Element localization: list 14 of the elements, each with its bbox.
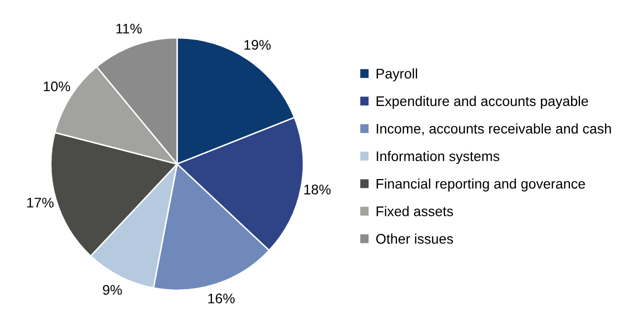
data-label: 19% bbox=[244, 40, 271, 50]
legend-label: Expenditure and accounts payable bbox=[376, 96, 588, 109]
legend-label: Payroll bbox=[376, 68, 418, 82]
legend-label: Information systems bbox=[376, 150, 500, 164]
data-label: 11% bbox=[116, 24, 142, 34]
legend-label: Fixed assets bbox=[376, 206, 453, 216]
data-label: 9% bbox=[102, 284, 122, 295]
legend-label: Income, accounts receivable and cash bbox=[376, 123, 611, 136]
data-label: 18% bbox=[304, 184, 331, 194]
data-label: 17% bbox=[27, 198, 54, 208]
data-label: 10% bbox=[44, 81, 70, 92]
legend-label: Financial reporting and goverance bbox=[376, 178, 585, 192]
data-label: 16% bbox=[208, 294, 235, 304]
legend-label: Other issues bbox=[376, 234, 453, 244]
